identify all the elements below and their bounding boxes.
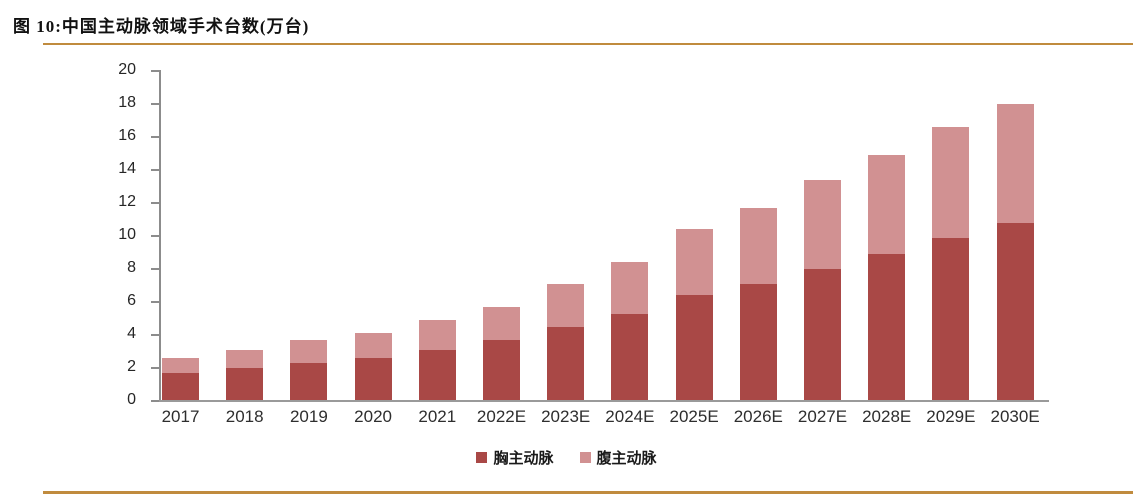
x-tick-label: 2024E — [605, 407, 655, 426]
bar-segment-abdominal — [547, 283, 585, 327]
bar-segment-abdominal — [868, 155, 906, 255]
figure-title: 图 10:中国主动脉领域手术台数(万台) — [13, 17, 310, 36]
bar-segment-abdominal — [804, 179, 841, 269]
bar-2019 — [289, 338, 329, 402]
x-axis-baseline — [159, 400, 1049, 402]
x-tick-label: 2017 — [161, 407, 200, 426]
bar-segment-abdominal — [290, 339, 328, 364]
bar-2022E — [482, 305, 521, 402]
y-tick-mark — [151, 70, 159, 72]
legend-label: 胸主动脉 — [493, 451, 554, 467]
x-tick-label: 2023E — [541, 407, 591, 426]
legend-item: 腹主动脉 — [579, 447, 657, 468]
bar-segment-thoracic — [547, 326, 585, 401]
y-tick-label: 2 — [127, 358, 136, 375]
x-tick-label: 2029E — [926, 407, 976, 426]
y-tick-label: 8 — [127, 259, 136, 276]
bar-segment-abdominal — [996, 104, 1034, 223]
bar-2030E — [995, 103, 1035, 402]
bar-segment-thoracic — [675, 295, 713, 401]
bar-segment-thoracic — [162, 372, 199, 401]
y-tick-mark — [151, 103, 159, 105]
bar-segment-abdominal — [932, 127, 970, 238]
bar-segment-abdominal — [418, 320, 456, 350]
bar-2021 — [417, 319, 457, 402]
x-tick-label: 2019 — [289, 407, 328, 426]
bar-segment-thoracic — [290, 363, 328, 401]
y-tick-label: 16 — [118, 127, 136, 144]
bar-segment-thoracic — [354, 358, 392, 401]
bar-segment-thoracic — [483, 339, 520, 401]
bar-segment-abdominal — [162, 358, 199, 373]
y-tick-label: 0 — [127, 391, 136, 408]
x-tick-label: 2030E — [990, 407, 1040, 426]
bar-segment-abdominal — [675, 229, 713, 296]
bottom-divider-line — [43, 491, 1133, 494]
bar-2018 — [225, 348, 265, 402]
y-tick-label: 10 — [118, 226, 136, 243]
bar-segment-abdominal — [611, 262, 649, 314]
bar-2026E — [738, 206, 778, 402]
bar-segment-abdominal — [354, 333, 392, 359]
bar-2027E — [803, 178, 842, 402]
bar-segment-thoracic — [611, 313, 649, 401]
y-axis-line — [159, 70, 161, 402]
title-divider-line — [43, 43, 1133, 45]
y-tick-label: 14 — [118, 160, 136, 177]
chart-legend: 胸主动脉 腹主动脉 — [0, 447, 1133, 468]
x-tick-label: 2021 — [418, 407, 457, 426]
bar-segment-thoracic — [868, 254, 906, 401]
legend-item: 胸主动脉 — [476, 447, 554, 468]
x-tick-label: 2027E — [797, 407, 848, 426]
bar-2029E — [931, 126, 971, 402]
x-tick-label: 2026E — [733, 407, 783, 426]
y-tick-mark — [151, 400, 159, 402]
bar-2024E — [610, 261, 650, 402]
bar-2028E — [867, 154, 907, 402]
x-tick-label: 2018 — [225, 407, 264, 426]
legend-label: 腹主动脉 — [596, 451, 657, 467]
legend-swatch-icon — [579, 452, 591, 463]
y-tick-label: 6 — [127, 292, 136, 309]
bar-2017 — [161, 357, 200, 402]
bar-segment-thoracic — [932, 237, 970, 401]
bar-segment-thoracic — [418, 349, 456, 401]
bar-segment-abdominal — [226, 349, 264, 368]
y-tick-label: 18 — [118, 94, 136, 111]
bar-2023E — [546, 282, 586, 402]
y-tick-label: 4 — [127, 325, 136, 342]
y-tick-label: 12 — [118, 193, 136, 210]
y-tick-label: 20 — [118, 61, 136, 78]
y-tick-mark — [151, 367, 159, 369]
bar-segment-thoracic — [804, 268, 841, 401]
y-tick-mark — [151, 235, 159, 237]
bar-2020 — [353, 332, 393, 402]
bar-segment-abdominal — [739, 207, 777, 284]
bar-segment-thoracic — [739, 283, 777, 401]
y-tick-mark — [151, 268, 159, 270]
bar-segment-abdominal — [483, 306, 520, 340]
bar-segment-thoracic — [996, 222, 1034, 401]
x-tick-label: 2022E — [476, 407, 527, 426]
y-tick-mark — [151, 334, 159, 336]
y-tick-mark — [151, 301, 159, 303]
y-tick-mark — [151, 136, 159, 138]
x-tick-label: 2020 — [354, 407, 392, 426]
bar-2025E — [674, 228, 714, 402]
y-tick-mark — [151, 169, 159, 171]
x-tick-label: 2028E — [862, 407, 912, 426]
y-tick-mark — [151, 202, 159, 204]
legend-swatch-icon — [476, 452, 488, 463]
bar-segment-thoracic — [226, 367, 264, 401]
x-tick-label: 2025E — [669, 407, 719, 426]
